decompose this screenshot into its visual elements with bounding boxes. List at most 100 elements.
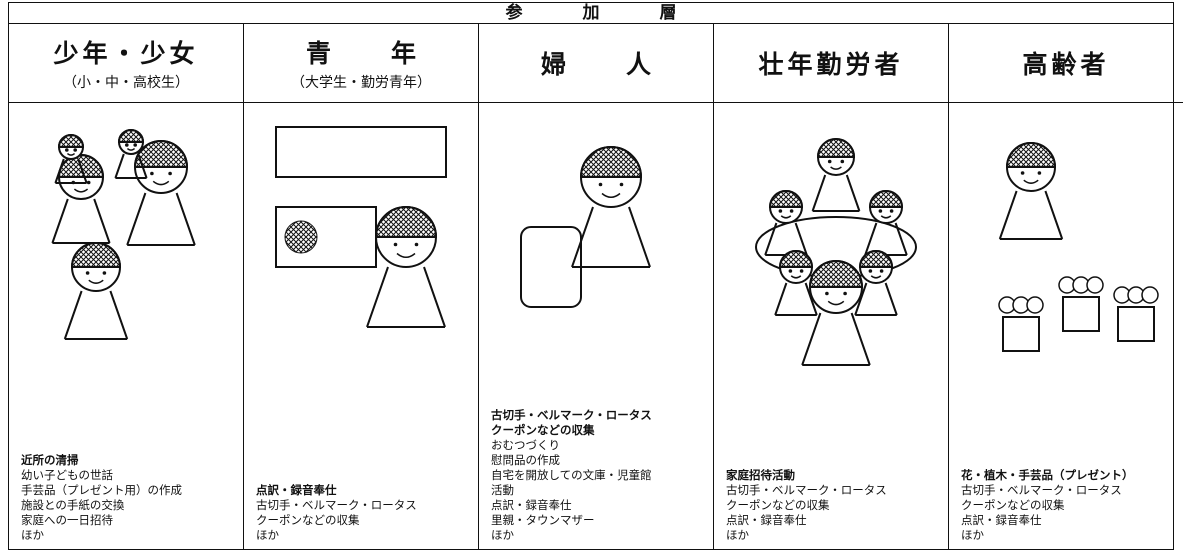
activity: ほか: [256, 527, 279, 542]
mouth: [126, 147, 136, 151]
column-title: 青年: [305, 39, 476, 68]
eye: [778, 209, 783, 213]
hair: [1005, 142, 1057, 168]
activity: 施設との手紙の交換: [21, 497, 125, 512]
eye: [840, 159, 845, 164]
activity-highlight: 花・植木・手芸品（プレゼント）: [961, 467, 1134, 482]
column-title: 少年・少女: [53, 39, 199, 68]
activity: クーポンなどの収集: [256, 512, 360, 527]
mouth: [601, 192, 621, 198]
body: [54, 158, 88, 184]
body: [114, 153, 148, 179]
activity-highlight: 点訳・録音奉仕: [256, 482, 337, 497]
mouth: [870, 275, 882, 279]
column-title: 高齢者: [1022, 50, 1110, 79]
activity-list: 家庭招待活動 古切手・ベルマーク・ロータス クーポンなどの収集 点訳・録音奉仕 ほか: [726, 468, 936, 543]
eye: [102, 271, 107, 275]
column-header: 青年 （大学生・勤労青年）: [244, 24, 478, 103]
flower: [1141, 286, 1159, 304]
eye: [598, 182, 603, 187]
activity: 古切手・ベルマーク・ロータス: [726, 482, 887, 497]
column: 少年・少女 （小・中・高校生） 近所の清掃 幼い子どもの世話 手芸品（プレゼント用）の作…: [9, 24, 244, 549]
illustration: [256, 103, 466, 483]
activity: 自宅を開放しての文庫・児童館: [491, 467, 652, 482]
column-body: 近所の清掃 幼い子どもの世話 手芸品（プレゼント用）の作成 施設との手紙の交換 家庭への…: [9, 103, 243, 549]
column-subtitle: （小・中・高校生）: [63, 75, 189, 91]
hair: [768, 190, 804, 208]
hair: [816, 138, 856, 158]
hair: [117, 129, 145, 143]
hair: [868, 190, 904, 208]
activity-list: 点訳・録音奉仕 古切手・ベルマーク・ロータス クーポンなどの収集 ほか: [256, 483, 466, 543]
mouth: [880, 215, 892, 219]
activity-list: 近所の清掃 幼い子どもの世話 手芸品（プレゼント用）の作成 施設との手紙の交換 家庭への…: [21, 453, 231, 543]
activity: クーポンなどの収集: [961, 497, 1065, 512]
flower: [1086, 276, 1104, 294]
shelf: [275, 126, 447, 178]
radio: [275, 206, 377, 268]
body: [51, 198, 111, 244]
eye: [878, 209, 883, 213]
hair: [70, 242, 122, 268]
eye: [150, 171, 154, 176]
eye: [125, 143, 129, 147]
activity-list: 古切手・ベルマーク・ロータス クーポンなどの収集 おむつづくり 慰問品の作成 自宅を開放…: [491, 408, 701, 543]
activity-highlight: 家庭招待活動: [726, 467, 795, 482]
eye: [788, 269, 793, 273]
columns: 少年・少女 （小・中・高校生） 近所の清掃 幼い子どもの世話 手芸品（プレゼント用）の作…: [9, 24, 1183, 549]
activity-highlight: 近所の清掃: [21, 452, 79, 467]
column-header: 少年・少女 （小・中・高校生）: [9, 24, 243, 103]
column-header: 高齢者: [949, 24, 1183, 103]
eye: [168, 171, 172, 176]
eye: [1020, 171, 1025, 175]
eye: [619, 182, 624, 187]
mouth: [88, 279, 104, 284]
eye: [789, 209, 794, 213]
body: [366, 266, 446, 328]
eye: [825, 291, 829, 296]
column-title: 壮年勤労者: [758, 50, 904, 79]
body: [811, 174, 861, 212]
body: [998, 190, 1064, 240]
body: [801, 312, 871, 366]
eye: [414, 242, 419, 247]
mouth: [396, 252, 416, 258]
pot: [1062, 296, 1100, 332]
mouth: [790, 275, 802, 279]
illustration: [961, 103, 1171, 468]
column-header: 婦人: [479, 24, 713, 103]
illustration: [726, 103, 936, 468]
mouth: [830, 166, 842, 170]
illustration-drawing: [998, 142, 1159, 352]
eye: [827, 159, 832, 164]
column: 婦人古切手・ベルマーク・ロータス クーポンなどの収集 おむつづくり 慰問品の作成 自宅を…: [479, 24, 714, 549]
body: [764, 222, 808, 256]
body: [571, 206, 651, 268]
eye: [889, 209, 894, 213]
hair: [133, 140, 189, 168]
column-header: 壮年勤労者: [714, 24, 948, 103]
eye: [73, 148, 77, 152]
eye: [879, 269, 884, 273]
column-subtitle: （大学生・勤労青年）: [291, 75, 431, 91]
column-body: 点訳・録音奉仕 古切手・ベルマーク・ロータス クーポンなどの収集 ほか: [244, 103, 478, 549]
body: [63, 290, 129, 340]
illustration: [21, 103, 231, 453]
eye: [1037, 171, 1042, 175]
eye: [133, 143, 137, 147]
column: 高齢者花・植木・手芸品（プレゼント） 古切手・ベルマーク・ロータス クーポンなどの収…: [949, 24, 1183, 549]
activity: クーポンなどの収集: [726, 497, 830, 512]
column-body: 花・植木・手芸品（プレゼント） 古切手・ベルマーク・ロータス クーポンなどの収集 点訳…: [949, 103, 1183, 549]
eye: [85, 271, 90, 275]
speaker: [284, 220, 318, 254]
activity: 点訳・録音奉仕: [726, 512, 807, 527]
column: 青年 （大学生・勤労青年） 点訳・録音奉仕 古切手・ベルマーク・ロータス クーポンなどの…: [244, 24, 479, 549]
activity: ほか: [21, 527, 44, 542]
eye: [799, 269, 804, 273]
activity: 慰問品の作成: [491, 452, 560, 467]
participation-table: 参加層 少年・少女 （小・中・高校生） 近所の清掃 幼い子どもの世話 手芸品（プレゼント…: [8, 2, 1183, 550]
activity: 活動: [491, 482, 514, 497]
activity: 手芸品（プレゼント用）の作成: [21, 482, 182, 497]
hair: [374, 206, 438, 238]
pot: [1002, 316, 1040, 352]
